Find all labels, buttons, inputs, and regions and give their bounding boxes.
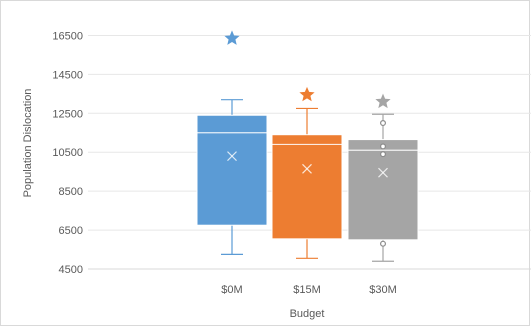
y-tick-label: 8500: [59, 186, 83, 198]
iqr-box: [271, 134, 343, 240]
box-30m: [347, 93, 419, 262]
star-marker: [299, 86, 315, 102]
mean-marker: [302, 163, 312, 174]
outlier-point: [380, 240, 387, 247]
y-tick-label: 6500: [59, 225, 83, 237]
box-0m: [196, 30, 268, 256]
y-tick-label: 16500: [52, 30, 83, 42]
x-axis-title: Budget: [290, 308, 325, 320]
y-tick-label: 10500: [52, 147, 83, 159]
outlier-point: [380, 151, 387, 158]
star-marker: [375, 93, 391, 109]
box-15m: [271, 86, 343, 259]
y-tick-label: 14500: [52, 69, 83, 81]
outlier-point: [380, 143, 387, 150]
box-series: [196, 30, 419, 262]
iqr-box: [196, 114, 268, 226]
y-tick-labels: 4500 6500 8500 10500 12500 14500 16500: [52, 30, 83, 276]
outlier-point: [380, 120, 387, 127]
x-tick-label: $15M: [293, 284, 321, 296]
star-marker: [224, 30, 240, 45]
y-tick-label: 4500: [59, 264, 83, 276]
mean-marker: [227, 151, 237, 162]
x-tick-label: $30M: [369, 284, 397, 296]
y-tick-label: 12500: [52, 108, 83, 120]
x-tick-label: $0M: [221, 284, 242, 296]
mean-marker: [378, 167, 388, 178]
x-tick-labels: $0M $15M $30M: [221, 284, 396, 296]
y-axis-title: Population Dislocation: [22, 89, 34, 198]
